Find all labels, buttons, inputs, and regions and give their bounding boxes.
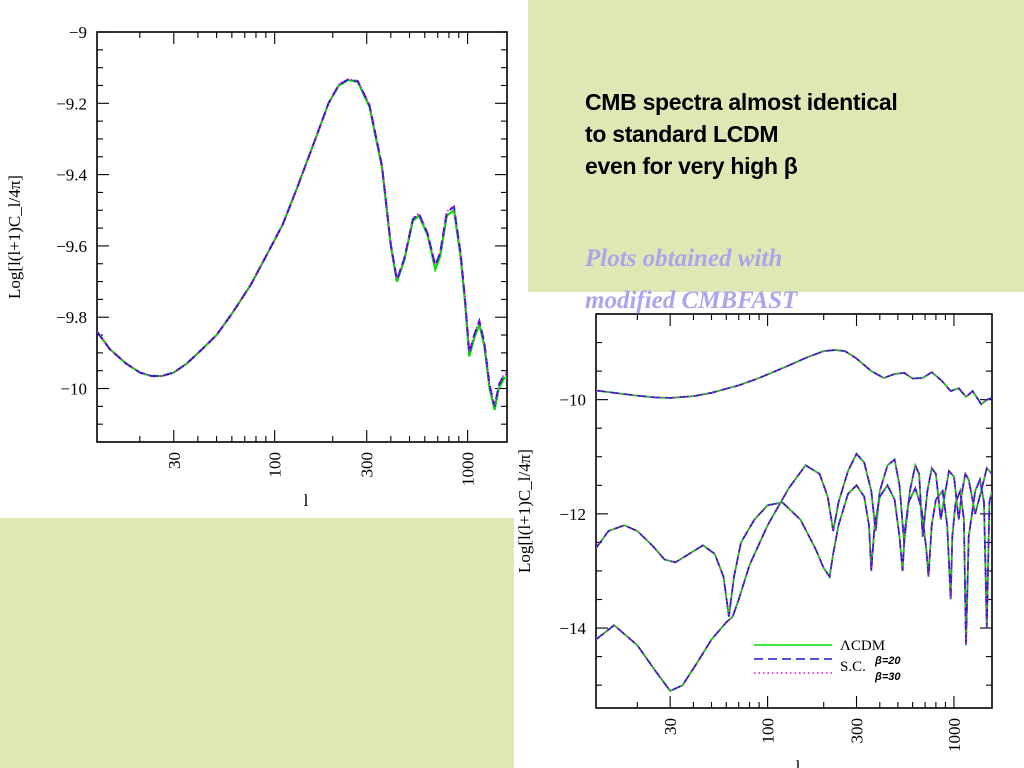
legend-sub-beta30: β=30	[874, 671, 901, 683]
series-line-tt	[596, 349, 992, 406]
y-tick-label: −10	[559, 391, 586, 410]
series-line-ee	[596, 452, 992, 693]
series-line-ee	[596, 452, 992, 692]
series-line-dashed	[97, 78, 507, 407]
x-tick-label: 30	[165, 452, 184, 469]
x-tick-label: 30	[661, 718, 680, 735]
series-line-ee	[596, 452, 992, 692]
y-axis-label: Log[l(l+1)C_l/4π]	[515, 449, 534, 573]
series-line-te	[596, 476, 992, 646]
x-tick-label: 300	[358, 452, 377, 478]
plot-frame	[595, 313, 993, 709]
plot-frame	[96, 31, 508, 443]
x-tick-label: 300	[848, 718, 867, 744]
x-tick-label: 100	[759, 718, 778, 744]
y-tick-label: −9.4	[56, 166, 87, 185]
series-line-dotted	[97, 78, 507, 406]
y-axis-label: Log[l(l+1)C_l/4π]	[5, 175, 24, 299]
headline-line-1: CMB spectra almost identical	[585, 89, 898, 115]
y-tick-label: −10	[60, 380, 87, 399]
x-axis-label: l	[304, 491, 309, 510]
series-line-te	[596, 477, 992, 646]
series-line-tt	[596, 349, 992, 406]
y-tick-label: −9.2	[56, 94, 87, 113]
y-tick-label: −14	[559, 619, 586, 638]
y-tick-label: −9.6	[56, 237, 87, 256]
y-tick-label: −9	[69, 23, 87, 42]
x-tick-label: 1000	[459, 452, 478, 486]
x-tick-label: 1000	[945, 718, 964, 752]
plot-upper-left: 30 100 300 1000 −9 −9.2 −9.4 −9.6 −9.8 −10 l Log[l(…	[0, 0, 528, 518]
y-tick-label: −12	[559, 505, 586, 524]
headline-line-3: even for very high β	[585, 153, 798, 179]
legend-label-lcdm: ΛCDM	[840, 638, 885, 654]
x-tick-label: 100	[266, 452, 285, 478]
x-axis-label: l	[796, 757, 801, 768]
y-tick-label: −9.8	[56, 308, 87, 327]
series-group	[97, 78, 507, 411]
series-line-solid	[97, 78, 507, 411]
chart-tt-spectrum: 30 100 300 1000 −9 −9.2 −9.4 −9.6 −9.8 −10 l Log[l(…	[5, 23, 508, 510]
chart-all-spectra: 30 100 300 1000 −10 −12 −14 l Log[l(l+1)C_l/4π] Λ…	[515, 313, 993, 768]
note-text: Plots obtained with modified CMBFAST	[585, 238, 915, 322]
plot-lower-right: 30 100 300 1000 −10 −12 −14 l Log[l(l+1)C_l/4π] Λ…	[514, 292, 1024, 768]
legend-label-sc: S.C.	[840, 659, 866, 675]
note-line-2: modified CMBFAST	[585, 287, 798, 314]
series-line-tt	[596, 349, 992, 406]
legend: ΛCDM S.C. β=20 β=30	[754, 638, 901, 683]
headline-text: CMB spectra almost identical to standard…	[585, 86, 1015, 182]
note-line-1: Plots obtained with	[585, 245, 783, 272]
series-line-te	[596, 476, 992, 646]
headline-line-2: to standard LCDM	[585, 121, 779, 147]
series-group	[596, 349, 992, 693]
legend-sub-beta20: β=20	[874, 655, 901, 667]
